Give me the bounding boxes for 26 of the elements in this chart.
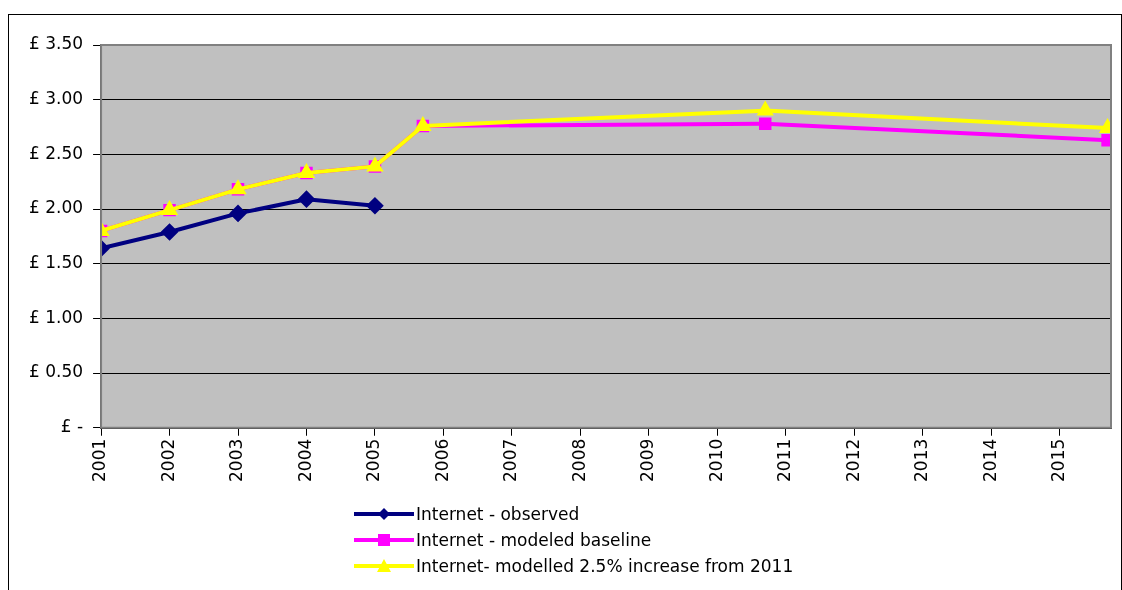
y-tick-label: £ - (60, 416, 84, 437)
y-tick-label: £ 3.00 (28, 88, 84, 109)
x-tick-label: 2009 (637, 438, 658, 482)
y-tick-label: £ 0.50 (28, 361, 84, 382)
legend-label: Internet - observed (416, 504, 580, 524)
legend-label: Internet- modelled 2.5% increase from 2011 (416, 556, 794, 576)
y-tick-label: £ 3.50 (28, 33, 84, 54)
y-tick-label: £ 2.00 (28, 197, 84, 218)
x-tick-label: 2003 (226, 438, 247, 482)
x-tick-label: 2007 (500, 438, 521, 482)
x-tick-label: 2006 (431, 438, 452, 482)
x-tick-label: 2008 (568, 438, 589, 482)
x-tick-label: 2002 (157, 438, 178, 482)
y-tick-label: £ 1.00 (28, 306, 84, 327)
x-tick-label: 2011 (774, 438, 795, 482)
x-tick-label: 2005 (363, 438, 384, 482)
x-tick-label: 2014 (979, 438, 1000, 482)
y-tick-label: £ 1.50 (28, 252, 84, 273)
x-tick-label: 2001 (89, 438, 110, 482)
x-tick-label: 2013 (911, 438, 932, 482)
x-tick-label: 2010 (705, 438, 726, 482)
y-tick-label: £ 2.50 (28, 142, 84, 163)
x-tick-label: 2004 (294, 438, 315, 482)
legend-label: Internet - modeled baseline (416, 530, 652, 550)
x-tick-label: 2015 (1048, 438, 1069, 482)
x-tick-label: 2012 (842, 438, 863, 482)
